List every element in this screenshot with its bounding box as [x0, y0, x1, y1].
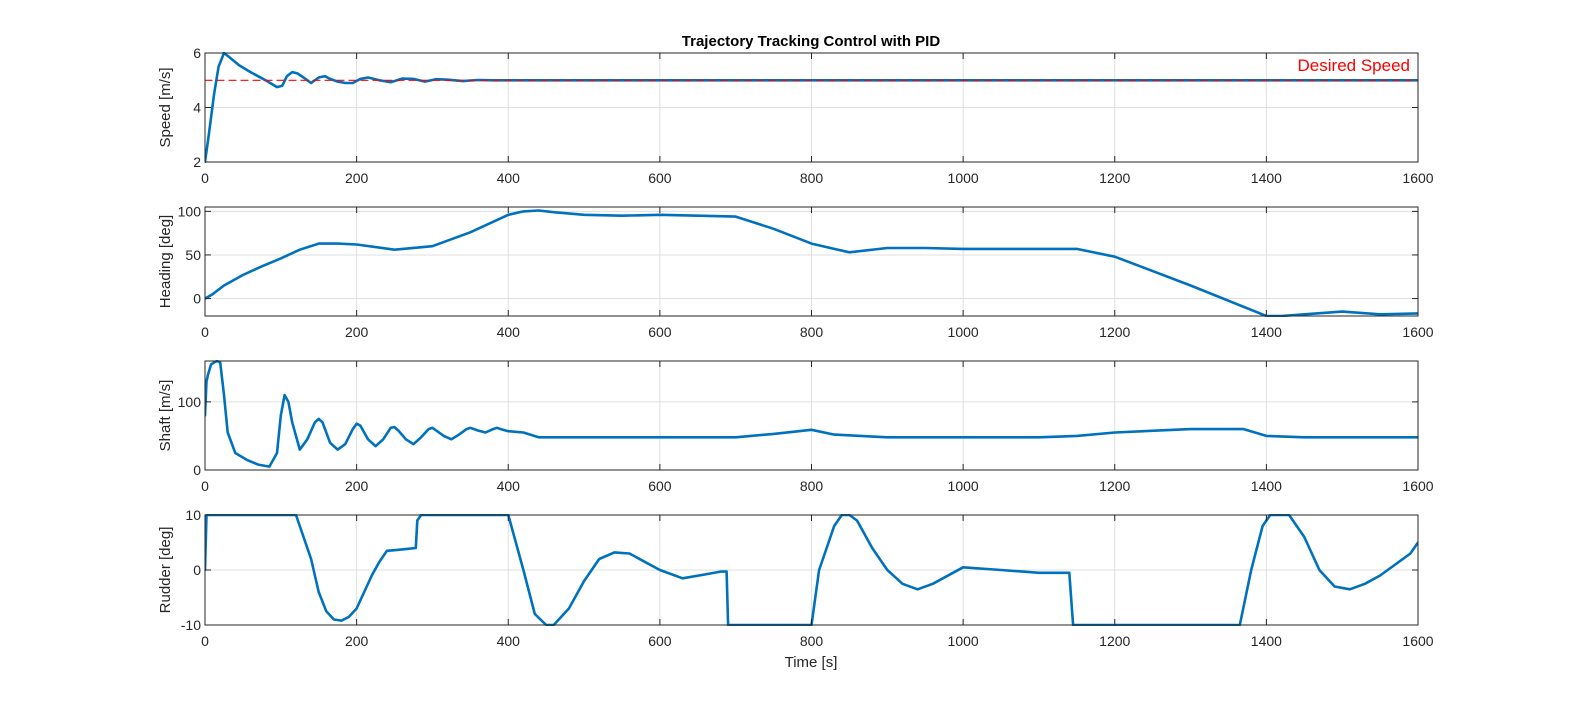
heading-x-tick-label: 1400 — [1251, 324, 1282, 340]
rudder-x-tick-label: 1400 — [1251, 633, 1282, 649]
shaft-x-tick-label: 800 — [800, 478, 824, 494]
shaft-series-line — [205, 360, 1418, 468]
shaft-x-tick-label: 1000 — [948, 478, 979, 494]
heading-series-line — [205, 209, 1418, 317]
x-axis-label: Time [s] — [785, 654, 838, 671]
speed-x-tick-label: 1200 — [1099, 170, 1130, 186]
heading-subplot: 0 200 400 600 800 1000 1200 1400 1600 0 50 100Headi… — [157, 203, 1434, 340]
rudder-x-tick-label: 1600 — [1402, 633, 1433, 649]
shaft-x-tick-label: 1400 — [1251, 478, 1282, 494]
shaft-x-tick-label: 1600 — [1402, 478, 1433, 494]
speed-y-tick-label: 2 — [193, 154, 201, 170]
shaft-y-tick-label: 100 — [178, 394, 202, 410]
rudder-x-tick-label: 1200 — [1099, 633, 1130, 649]
shaft-x-tick-label: 0 — [201, 478, 209, 494]
speed-x-tick-label: 200 — [345, 170, 369, 186]
heading-x-tick-label: 1200 — [1099, 324, 1130, 340]
rudder-y-tick-label: 0 — [193, 562, 201, 578]
shaft-y-axis-label: Shaft [m/s] — [157, 380, 174, 452]
speed-x-tick-label: 0 — [201, 170, 209, 186]
rudder-y-tick-label: 10 — [185, 507, 201, 523]
heading-y-tick-label: 100 — [178, 203, 202, 219]
speed-x-tick-label: 1400 — [1251, 170, 1282, 186]
speed-x-tick-label: 800 — [800, 170, 824, 186]
rudder-x-tick-label: 0 — [201, 633, 209, 649]
heading-x-tick-label: 1000 — [948, 324, 979, 340]
speed-y-tick-label: 4 — [193, 100, 201, 116]
heading-x-tick-label: 0 — [201, 324, 209, 340]
speed-y-axis-label: Speed [m/s] — [157, 67, 174, 147]
heading-x-tick-label: 800 — [800, 324, 824, 340]
speed-x-tick-label: 400 — [497, 170, 521, 186]
heading-y-tick-label: 0 — [193, 291, 201, 307]
heading-x-tick-label: 400 — [497, 324, 521, 340]
chart-title: Trajectory Tracking Control with PID — [682, 33, 941, 50]
speed-subplot: 0 200 400 600 800 1000 1200 1400 1600 2 4 6 Speed [m… — [157, 45, 1434, 186]
shaft-x-tick-label: 200 — [345, 478, 369, 494]
speed-y-tick-label: 6 — [193, 45, 201, 61]
rudder-x-tick-label: 400 — [497, 633, 521, 649]
heading-x-tick-label: 600 — [648, 324, 672, 340]
rudder-x-tick-label: 600 — [648, 633, 672, 649]
rudder-subplot: 0 200 400 600 800 1000 1200 1400 1600-10010Rudde… — [157, 507, 1434, 649]
speed-annotation: Desired Speed — [1298, 56, 1410, 75]
heading-y-tick-label: 50 — [185, 247, 201, 263]
speed-x-tick-label: 1600 — [1402, 170, 1433, 186]
speed-x-tick-label: 1000 — [948, 170, 979, 186]
rudder-x-tick-label: 800 — [800, 633, 824, 649]
shaft-x-tick-label: 400 — [497, 478, 521, 494]
shaft-x-tick-label: 600 — [648, 478, 672, 494]
shaft-x-tick-label: 1200 — [1099, 478, 1130, 494]
rudder-y-tick-label: -10 — [181, 617, 201, 633]
heading-x-tick-label: 200 — [345, 324, 369, 340]
rudder-x-tick-label: 1000 — [948, 633, 979, 649]
rudder-y-axis-label: Rudder [deg] — [157, 527, 174, 614]
heading-y-axis-label: Heading [deg] — [157, 215, 174, 308]
speed-x-tick-label: 600 — [648, 170, 672, 186]
shaft-y-tick-label: 0 — [193, 462, 201, 478]
rudder-x-tick-label: 200 — [345, 633, 369, 649]
heading-x-tick-label: 1600 — [1402, 324, 1433, 340]
